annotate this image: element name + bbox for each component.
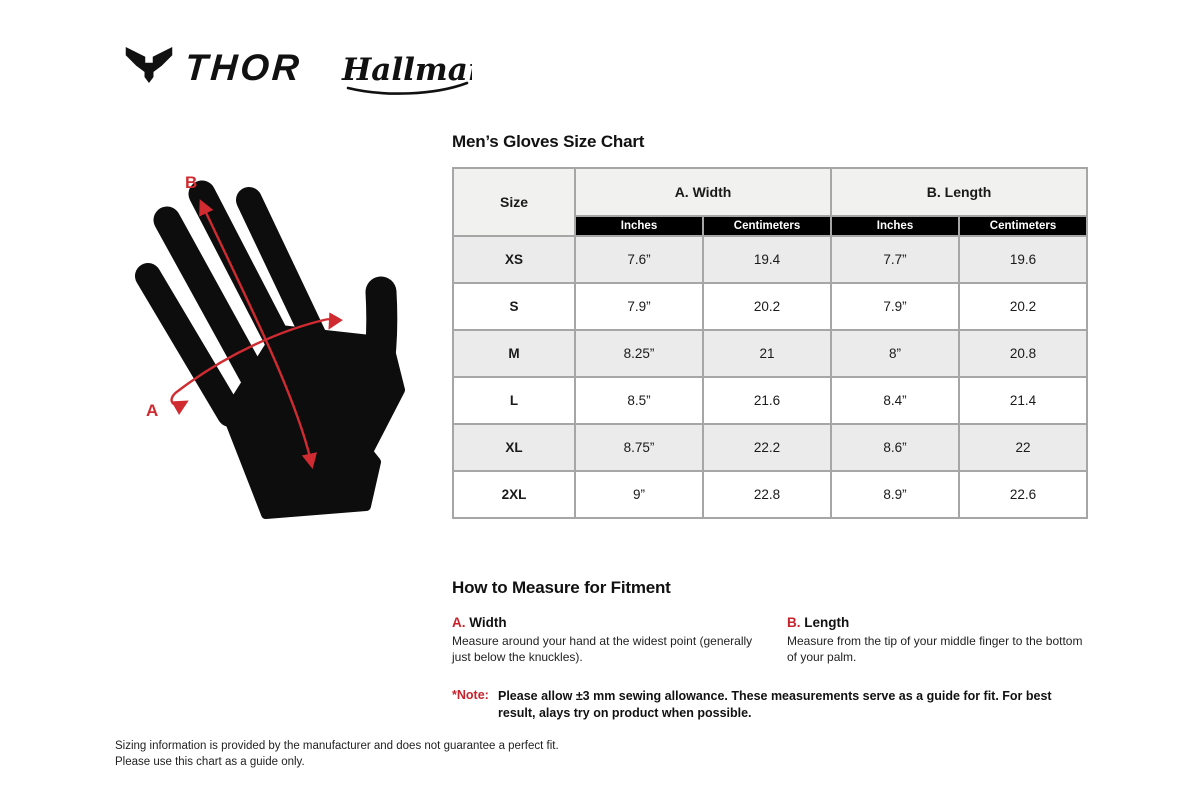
measure-item-length: B. Length Measure from the tip of your m… bbox=[787, 615, 1092, 665]
note-label: *Note: bbox=[452, 688, 489, 703]
width-inches-value: 7.6” bbox=[574, 235, 704, 284]
length-centimeters-value: 22 bbox=[958, 423, 1089, 472]
length-inches-value: 7.7” bbox=[830, 235, 961, 284]
size-label: M bbox=[452, 329, 576, 378]
size-label: L bbox=[452, 376, 576, 425]
measure-title: How to Measure for Fitment bbox=[452, 578, 671, 597]
size-chart-title: Men’s Gloves Size Chart bbox=[452, 132, 645, 151]
width-centimeters-value: 22.8 bbox=[701, 470, 833, 519]
width-inches-value: 8.25” bbox=[574, 329, 704, 378]
table-row: XL 8.75” 22.2 8.6” 22 bbox=[452, 423, 1089, 472]
width-arrow bbox=[170, 312, 343, 415]
measure-length-text: Measure from the tip of your middle fing… bbox=[787, 634, 1083, 664]
diagram-label-a: A bbox=[146, 401, 158, 420]
table-row: L 8.5” 21.6 8.4” 21.4 bbox=[452, 376, 1089, 425]
note-row: *Note: Please allow ±3 mm sewing allowan… bbox=[452, 688, 1092, 722]
hallman-wordmark: Hallman bbox=[341, 52, 490, 95]
subheader-width-inches: Inches bbox=[574, 215, 704, 237]
size-label: XS bbox=[452, 235, 576, 284]
disclaimer-line-2: Please use this chart as a guide only. bbox=[115, 755, 305, 768]
width-centimeters-value: 21 bbox=[701, 329, 833, 378]
measure-length-letter: B. bbox=[787, 615, 801, 630]
width-inches-value: 8.5” bbox=[574, 376, 704, 425]
subheader-width-centimeters: Centimeters bbox=[701, 215, 833, 237]
column-header-width: A. Width bbox=[573, 166, 833, 218]
length-inches-value: 7.9” bbox=[830, 282, 961, 331]
length-inches-value: 8.9” bbox=[830, 470, 961, 519]
diagram-label-b: B bbox=[185, 173, 197, 192]
width-centimeters-value: 20.2 bbox=[701, 282, 833, 331]
measure-section: How to Measure for Fitment A. Width Meas… bbox=[452, 578, 1092, 722]
width-inches-value: 8.75” bbox=[574, 423, 704, 472]
measure-item-width: A. Width Measure around your hand at the… bbox=[452, 615, 787, 665]
column-header-length: B. Length bbox=[830, 166, 1089, 218]
length-centimeters-value: 19.6 bbox=[958, 235, 1089, 284]
glove-measure-diagram: A B bbox=[130, 162, 430, 542]
hand-shape bbox=[135, 180, 405, 519]
measure-width-text: Measure around your hand at the widest p… bbox=[452, 634, 753, 664]
thor-logo: THOR bbox=[125, 45, 304, 91]
length-centimeters-value: 20.2 bbox=[958, 282, 1089, 331]
width-centimeters-value: 21.6 bbox=[701, 376, 833, 425]
hallman-logo: Hallman bbox=[340, 41, 490, 106]
measure-width-letter: A. bbox=[452, 615, 466, 630]
width-centimeters-value: 22.2 bbox=[701, 423, 833, 472]
table-row: S 7.9” 20.2 7.9” 20.2 bbox=[452, 282, 1089, 331]
size-chart-section: Men’s Gloves Size Chart Size A. Width B.… bbox=[452, 132, 1089, 519]
size-label: 2XL bbox=[452, 470, 576, 519]
table-row: M 8.25” 21 8” 20.8 bbox=[452, 329, 1089, 378]
length-inches-value: 8.6” bbox=[830, 423, 961, 472]
size-label: XL bbox=[452, 423, 576, 472]
glove-silhouette: A B bbox=[135, 173, 405, 519]
width-inches-value: 9” bbox=[574, 470, 704, 519]
table-row: XS 7.6” 19.4 7.7” 19.6 bbox=[452, 235, 1089, 284]
measure-length-heading: B. Length bbox=[787, 615, 1092, 630]
thor-icon bbox=[125, 47, 173, 83]
length-centimeters-value: 22.6 bbox=[958, 470, 1089, 519]
measure-width-heading: A. Width bbox=[452, 615, 787, 630]
subheader-length-inches: Inches bbox=[830, 215, 961, 237]
thor-wordmark: THOR bbox=[183, 47, 304, 88]
length-centimeters-value: 21.4 bbox=[958, 376, 1089, 425]
disclaimer-line-1: Sizing information is provided by the ma… bbox=[115, 740, 559, 752]
brand-header: THOR Hallman bbox=[125, 45, 490, 106]
table-row: 2XL 9” 22.8 8.9” 22.6 bbox=[452, 470, 1089, 519]
width-inches-value: 7.9” bbox=[574, 282, 704, 331]
note-text: Please allow ±3 mm sewing allowance. The… bbox=[498, 689, 1052, 721]
footer-disclaimer: Sizing information is provided by the ma… bbox=[115, 739, 559, 770]
measure-width-label: Width bbox=[469, 615, 507, 630]
measure-length-label: Length bbox=[804, 615, 850, 630]
size-label: S bbox=[452, 282, 576, 331]
hallman-text: Hallman bbox=[341, 52, 472, 88]
width-centimeters-value: 19.4 bbox=[701, 235, 833, 284]
length-centimeters-value: 20.8 bbox=[958, 329, 1089, 378]
length-inches-value: 8.4” bbox=[830, 376, 961, 425]
size-chart-table: Size A. Width B. Length Inches Centimete… bbox=[452, 166, 1089, 519]
subheader-length-centimeters: Centimeters bbox=[958, 215, 1089, 237]
column-header-size: Size bbox=[452, 167, 576, 237]
measure-grid: A. Width Measure around your hand at the… bbox=[452, 615, 1092, 665]
length-inches-value: 8” bbox=[830, 329, 961, 378]
